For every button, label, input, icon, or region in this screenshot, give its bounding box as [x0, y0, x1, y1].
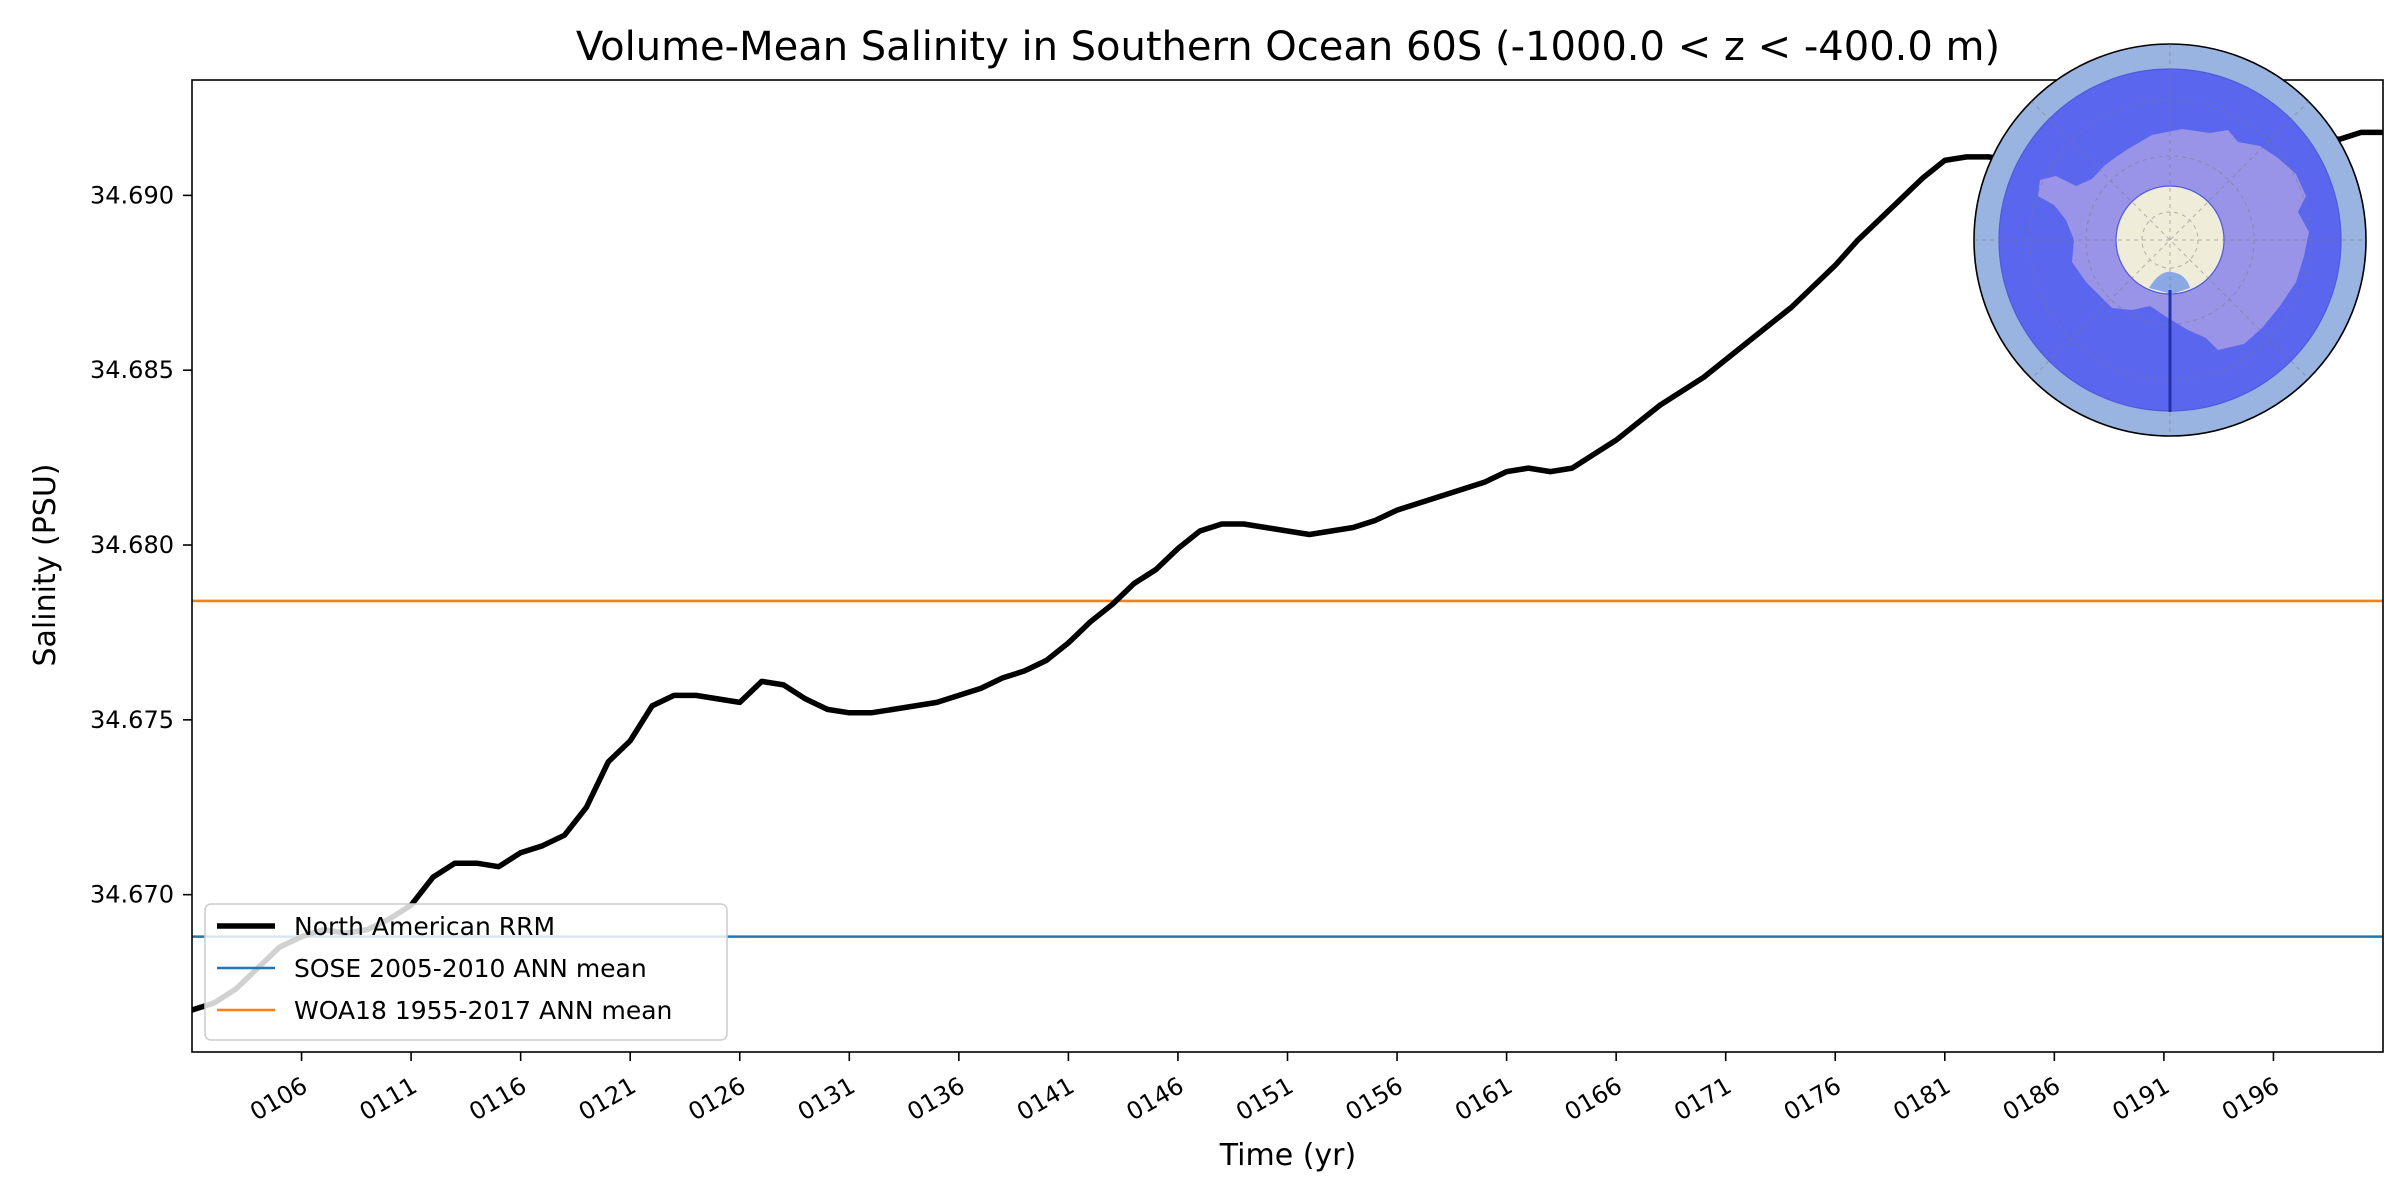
legend-label-rrm: North American RRM [294, 912, 555, 941]
y-tick-label: 34.690 [90, 181, 174, 209]
y-axis-label: Salinity (PSU) [28, 464, 63, 667]
y-tick-label: 34.685 [90, 356, 174, 384]
legend: North American RRM SOSE 2005-2010 ANN me… [204, 903, 728, 1041]
axes-frame [191, 79, 2384, 1053]
antarctica-inset-map [1973, 43, 2367, 437]
legend-label-sose: SOSE 2005-2010 ANN mean [294, 954, 647, 983]
y-axis-ticks: 34.670 34.675 34.680 34.685 34.690 [90, 181, 192, 909]
legend-label-woa18: WOA18 1955-2017 ANN mean [294, 996, 672, 1025]
y-tick-label: 34.675 [90, 706, 174, 734]
y-tick-label: 34.670 [90, 881, 174, 909]
inset-wedge-sector [2149, 271, 2190, 294]
legend-box [204, 903, 728, 1041]
x-axis-label: Time (yr) [1219, 1138, 1356, 1173]
chart-title: Volume-Mean Salinity in Southern Ocean 6… [576, 24, 2000, 70]
y-tick-label: 34.680 [90, 531, 174, 559]
